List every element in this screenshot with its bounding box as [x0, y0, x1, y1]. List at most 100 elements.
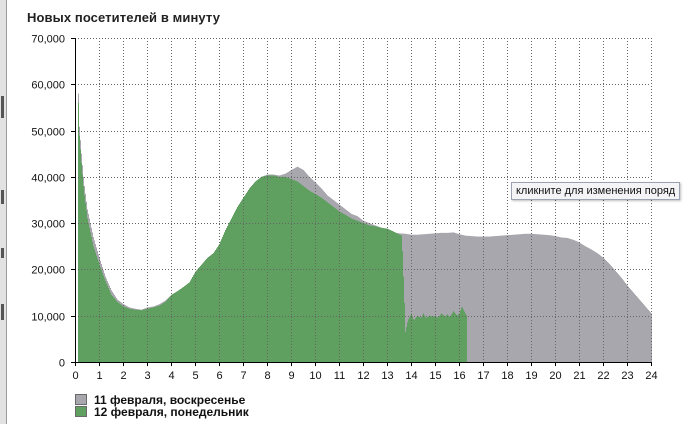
area-column	[473, 236, 474, 362]
area-column	[275, 175, 276, 362]
area-column	[429, 315, 430, 362]
area-column	[572, 239, 573, 362]
area-column	[217, 247, 218, 362]
area-column	[419, 317, 420, 362]
area-column	[437, 233, 438, 362]
area-column	[570, 238, 571, 362]
area-column	[459, 313, 460, 362]
legend-item-sunday[interactable]: 11 февраля, воскресенье	[75, 393, 245, 407]
area-column	[117, 301, 118, 362]
area-column	[140, 310, 141, 362]
area-column	[453, 232, 454, 362]
area-column	[466, 235, 467, 362]
area-column	[505, 235, 506, 362]
area-column	[277, 176, 278, 362]
area-column	[177, 291, 178, 362]
area-column	[115, 299, 116, 362]
area-column	[300, 183, 301, 362]
area-column	[388, 229, 389, 362]
area-column	[592, 250, 593, 362]
area-column	[466, 315, 467, 362]
area-column	[443, 232, 444, 362]
area-column	[456, 233, 457, 362]
area-column	[634, 293, 635, 362]
area-column	[624, 281, 625, 362]
area-column	[169, 297, 170, 362]
area-column	[514, 234, 515, 362]
area-column	[252, 184, 253, 362]
area-column	[448, 232, 449, 362]
area-column	[544, 234, 545, 362]
area-column	[106, 283, 107, 362]
area-column	[429, 233, 430, 362]
area-column	[603, 257, 604, 362]
area-column	[180, 289, 181, 362]
y-tick-label: 60,000	[31, 80, 65, 92]
y-tick-label: 30,000	[31, 219, 65, 231]
area-column	[632, 291, 633, 362]
area-column	[293, 179, 294, 362]
area-column	[459, 234, 460, 362]
area-column	[89, 227, 90, 362]
area-column	[373, 226, 374, 362]
area-column	[409, 317, 410, 362]
area-column	[600, 255, 601, 362]
area-column	[216, 248, 217, 362]
area-column	[422, 315, 423, 362]
area-column	[290, 178, 291, 362]
window-left-edge	[0, 0, 7, 424]
area-column	[408, 319, 409, 362]
area-column	[130, 308, 131, 362]
area-column	[248, 189, 249, 362]
area-column	[121, 304, 122, 362]
area-column	[141, 310, 142, 362]
area-column	[178, 290, 179, 362]
area-column	[247, 191, 248, 362]
area-column	[360, 221, 361, 362]
area-column	[554, 235, 555, 362]
area-column	[118, 302, 119, 362]
area-column	[160, 304, 161, 362]
area-column	[369, 225, 370, 362]
y-tick-label: 20,000	[31, 265, 65, 277]
area-column	[410, 315, 411, 362]
area-column	[337, 210, 338, 362]
area-column	[567, 237, 568, 362]
area-column	[319, 196, 320, 362]
area-column	[457, 315, 458, 362]
area-column	[84, 195, 85, 362]
window-edge-mark	[1, 96, 4, 118]
area-column	[168, 298, 169, 362]
area-column	[383, 228, 384, 362]
area-column	[548, 235, 549, 362]
area-column	[487, 236, 488, 362]
area-column	[436, 316, 437, 362]
area-column	[185, 285, 186, 362]
area-column	[378, 227, 379, 362]
area-column	[584, 245, 585, 362]
area-column	[537, 234, 538, 362]
area-column	[598, 254, 599, 362]
area-column	[474, 236, 475, 362]
area-column	[325, 200, 326, 362]
area-column	[249, 188, 250, 362]
area-column	[442, 314, 443, 362]
area-column	[377, 226, 378, 362]
area-column	[455, 313, 456, 362]
area-column	[395, 232, 396, 362]
area-column	[559, 237, 560, 362]
area-column	[602, 257, 603, 362]
area-column	[556, 236, 557, 362]
legend-item-monday[interactable]: 12 февраля, понедельник	[75, 405, 249, 419]
area-column	[380, 227, 381, 362]
area-column	[625, 283, 626, 362]
area-column	[162, 303, 163, 362]
area-column	[87, 218, 88, 362]
area-column	[96, 255, 97, 362]
area-column	[552, 235, 553, 362]
area-column	[107, 285, 108, 362]
area-column	[532, 233, 533, 362]
area-column	[416, 317, 417, 362]
area-column	[511, 234, 512, 362]
